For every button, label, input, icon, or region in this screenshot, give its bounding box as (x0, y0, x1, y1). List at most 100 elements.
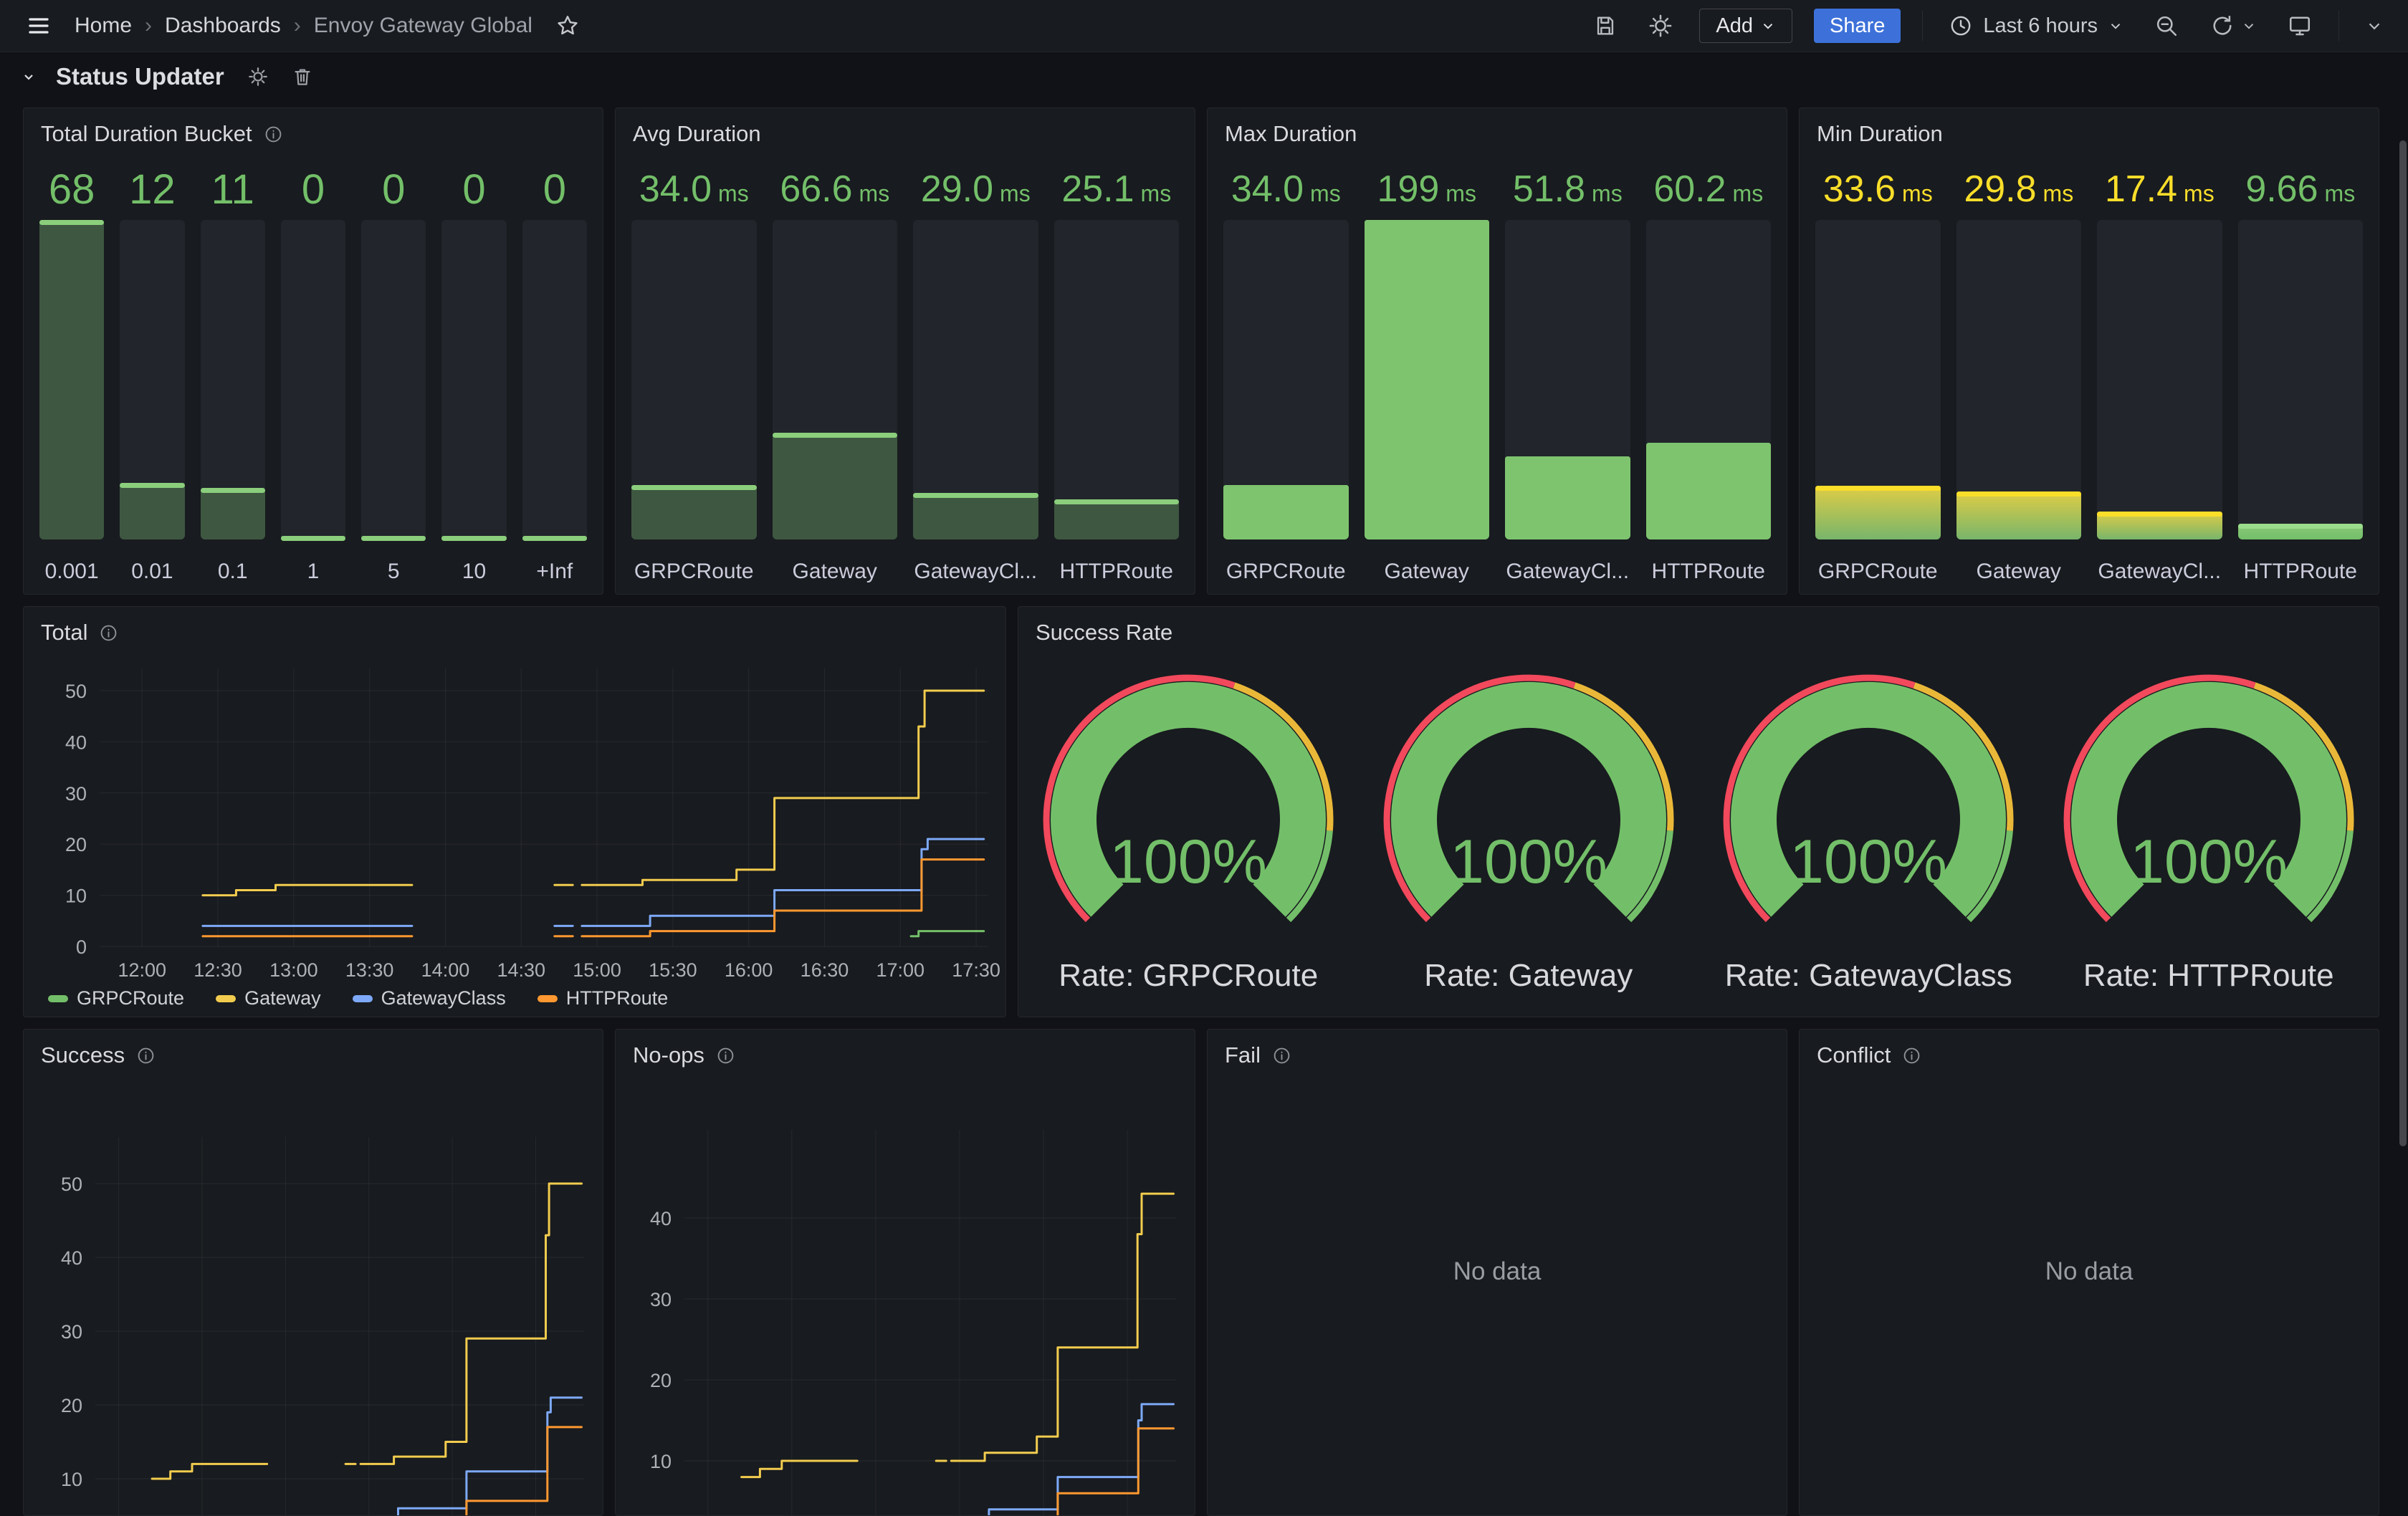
bar-column: 12 0.01 (120, 158, 185, 584)
panel-success-rate: Success Rate 100% Rate: GRPCRoute 100% Rate… (1018, 606, 2379, 1017)
bar-value-number: 29.0 (920, 168, 994, 210)
panel-no-ops: No-ops 10 20 30 40 (615, 1029, 1195, 1516)
bar-label: GRPCRoute (1226, 560, 1346, 583)
chevron-down-icon (2369, 23, 2380, 30)
panel-success: Success 10 20 30 40 50 (23, 1029, 603, 1516)
svg-text:13:30: 13:30 (345, 959, 394, 981)
gauge: 100% Rate: GRPCRoute (1018, 667, 1359, 994)
legend-item[interactable]: HTTPRoute (537, 987, 668, 1009)
bar-column: 0 +Inf (522, 158, 587, 584)
gauge-arc: 100% (1723, 674, 2014, 923)
panel-title[interactable]: No-ops (633, 1042, 704, 1068)
bar-track (39, 220, 105, 539)
bar-fill (522, 535, 587, 541)
refresh-button[interactable] (2205, 9, 2261, 43)
gear-icon (1650, 14, 1672, 37)
breadcrumb-dashboards[interactable]: Dashboards (165, 14, 281, 37)
panel-title[interactable]: Conflict (1817, 1042, 1891, 1068)
legend-label: GRPCRoute (77, 987, 185, 1009)
panel-conflict: Conflict No data (1799, 1029, 2379, 1516)
add-button[interactable]: Add (1699, 9, 1792, 43)
info-icon[interactable] (716, 1046, 735, 1065)
bar-track (1364, 220, 1489, 539)
row-collapse-toggle[interactable] (19, 67, 39, 87)
kiosk-mode-button[interactable] (2283, 9, 2317, 43)
gauge-arc: 100% (1043, 674, 1334, 923)
breadcrumb-home[interactable]: Home (75, 14, 133, 37)
bar-gauge: 68 0.001 12 0.01 11 0.1 0 1 0 5 0 10 0 +Inf (39, 158, 587, 584)
bar-cap (772, 432, 897, 438)
zoom-out-time-button[interactable] (2149, 9, 2184, 43)
row-title[interactable]: Status Updater (56, 63, 224, 90)
svg-text:17:30: 17:30 (952, 959, 1000, 981)
bar-column: 0 10 (441, 158, 507, 584)
gauge-label: Rate: GRPCRoute (1059, 958, 1319, 993)
dashboard-settings-button[interactable] (1643, 9, 1678, 43)
menu-toggle-button[interactable] (22, 9, 56, 43)
info-icon[interactable] (99, 623, 118, 643)
bar-track (772, 220, 897, 539)
bar-value: 29.0 ms (913, 158, 1038, 220)
panel-title[interactable]: Min Duration (1817, 121, 1943, 146)
panel-title[interactable]: Max Duration (1225, 121, 1357, 146)
share-button[interactable]: Share (1814, 9, 1901, 43)
bar-cap (39, 220, 105, 225)
hamburger-icon (29, 18, 49, 34)
panel-title[interactable]: Total (41, 620, 88, 645)
bar-cap (441, 535, 507, 541)
info-icon[interactable] (1272, 1046, 1291, 1065)
time-series-chart[interactable]: 10 20 30 40 50 (24, 1030, 603, 1515)
bar-value-unit: ms (2324, 180, 2356, 206)
bar-label: 5 (387, 560, 400, 583)
legend-item[interactable]: GatewayClass (352, 987, 506, 1009)
bar-value-unit: ms (2184, 180, 2214, 206)
bar-label: GatewayCl... (2098, 560, 2222, 583)
panel-title[interactable]: Success (41, 1042, 125, 1068)
bar-value-number: 17.4 (2104, 168, 2178, 210)
time-range-picker[interactable]: Last 6 hours (1944, 13, 2128, 39)
panel-title[interactable]: Fail (1225, 1042, 1261, 1068)
info-icon[interactable] (136, 1046, 156, 1065)
bar-fill (280, 535, 346, 541)
page-scrollbar[interactable] (2399, 140, 2407, 1146)
legend-item[interactable]: GRPCRoute (48, 987, 184, 1009)
legend-item[interactable]: Gateway (216, 987, 321, 1009)
bar-label: 0.001 (44, 560, 99, 583)
svg-text:16:30: 16:30 (801, 959, 849, 981)
monitor-icon (2289, 16, 2311, 36)
bar-fill (2097, 512, 2222, 539)
bar-label: 1 (307, 560, 320, 583)
panel-title[interactable]: Total Duration Bucket (41, 121, 252, 146)
gauge-label: Rate: GatewayClass (1724, 958, 2012, 993)
favorite-button[interactable] (551, 9, 584, 42)
row-delete-button[interactable] (287, 62, 317, 92)
collapse-toolbar-button[interactable] (2361, 12, 2388, 39)
bar-cap (1364, 220, 1489, 225)
bar-fill (1054, 499, 1179, 539)
panel-title[interactable]: Success Rate (1036, 620, 1173, 645)
gear-icon (248, 67, 267, 86)
panel-title[interactable]: Avg Duration (633, 121, 761, 146)
bar-fill (772, 432, 897, 539)
bar-value: 34.0 ms (1223, 158, 1349, 220)
bar-value-unit: ms (1902, 180, 1933, 206)
row-settings-button[interactable] (243, 62, 273, 92)
bar-value: 0 (522, 158, 587, 220)
bar-fill (441, 535, 507, 541)
info-icon[interactable] (1902, 1046, 1921, 1065)
time-series-chart[interactable]: 0 10 20 30 40 50 12:00 12:30 13:00 13:30 14:00 14:3… (24, 607, 1005, 1017)
bar-cap (120, 483, 185, 489)
toolbar-divider (2338, 11, 2339, 41)
bar-column: 34.0 ms GRPCRoute (631, 158, 757, 584)
info-icon[interactable] (264, 125, 283, 144)
bar-value: 34.0 ms (631, 158, 757, 220)
gauge-value: 100% (1109, 827, 1267, 896)
bar-column: 9.66 ms HTTPRoute (2237, 158, 2363, 584)
panel-total-duration-bucket: Total Duration Bucket 68 0.001 12 0.01 11 0.1… (23, 107, 603, 595)
bar-label: GatewayCl... (914, 560, 1038, 583)
save-dashboard-button[interactable] (1589, 9, 1622, 42)
bar-value: 11 (201, 158, 265, 220)
bar-fill (1364, 220, 1489, 539)
time-series-chart[interactable]: 10 20 30 40 (616, 1030, 1195, 1515)
